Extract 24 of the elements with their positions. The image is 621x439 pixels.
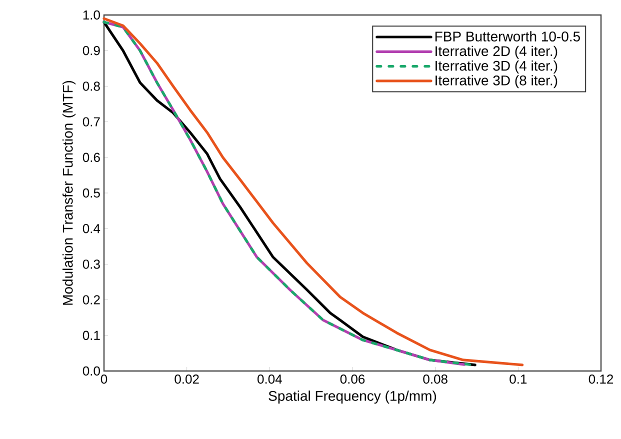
y-tick-label: 0.2 [82,295,100,304]
x-tick-label: 0.02 [174,374,199,384]
y-tick-label: 0.4 [82,224,100,234]
y-tick-label: 1.0 [83,10,100,20]
x-tick-label: 0.12 [588,374,613,384]
legend-label: Iterrative 2D (4 iter.) [436,46,558,59]
y-tick-label: 0.3 [82,260,100,269]
x-tick-label: 0.04 [258,374,282,384]
x-tick-label: 0.08 [423,374,448,384]
x-tick-label: 0.06 [340,374,365,384]
y-tick-label: 0.0 [82,366,100,376]
y-tick-label: 0.6 [82,152,100,162]
y-tick-label: 0.9 [82,46,100,56]
legend-label: Iterrative 3D (4 iter.) [436,60,558,74]
y-tick-label: 0.1 [82,330,100,340]
legend-label: Iterrative 3D (8 iter.) [436,75,558,88]
x-axis-title: Spatial Frequency (1p/mm) [268,390,436,404]
y-axis-title: Modulation Transfer Function (MTF) [62,80,76,305]
x-tick-label: 0.1 [510,374,527,384]
legend-label: FBP Butterworth 10-0.5 [435,31,580,42]
x-tick-label: 0 [100,374,108,384]
y-tick-label: 0.7 [82,117,100,126]
y-tick-label: 0.8 [82,82,100,91]
y-tick-label: 0.5 [82,188,100,198]
